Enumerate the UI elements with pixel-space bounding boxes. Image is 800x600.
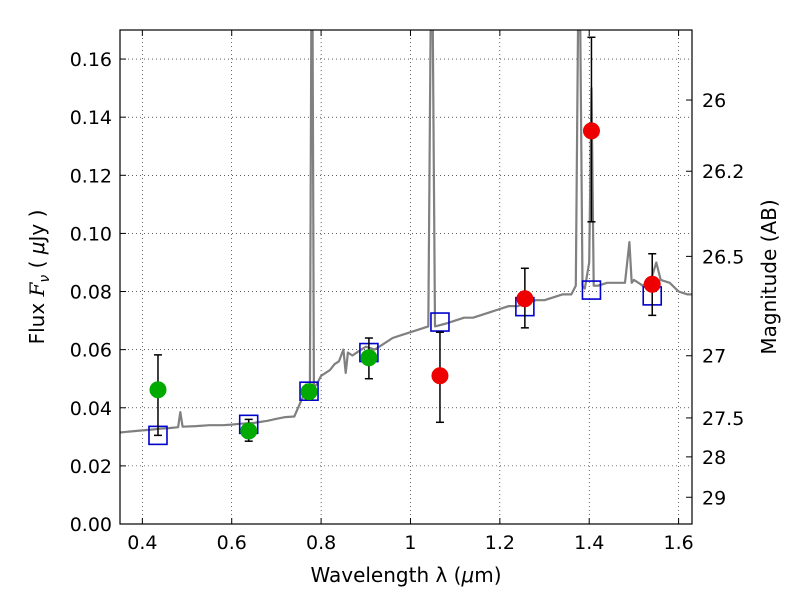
y2-tick-label: 26 [702,90,726,112]
green-data-point [300,383,318,401]
x-tick-label: 1.6 [663,532,693,554]
y-tick-label: 0.08 [70,282,112,304]
red-data-point [516,290,534,308]
y-tick-label: 0.12 [70,165,112,187]
green-data-point [149,381,167,399]
y-tick-label: 0.06 [70,340,112,362]
y2-tick-label: 27 [702,346,726,368]
x-axis-title: Wavelength λ (μm) [310,563,501,587]
y2-tick-label: 26.2 [702,161,744,183]
green-data-point [240,422,258,440]
y2-tick-label: 26.5 [702,246,744,268]
x-tick-label: 0.6 [217,532,247,554]
red-data-point [582,122,600,140]
y2-axis-title: Magnitude (AB) [757,199,781,354]
plot-frame [119,29,693,525]
y-tick-label: 0.14 [70,107,112,129]
y-tick-label: 0.16 [70,49,112,71]
y2-tick-label: 27.5 [702,408,744,430]
x-tick-label: 1 [404,532,416,554]
plot-area [120,30,692,446]
y-tick-label: 0.00 [70,514,112,536]
model-spectrum-line [120,30,692,434]
ticks: 0.4 0.6 0.8 1 1.2 1.4 1.6 0.00 0.02 0.04 0.06 0.08 0… [70,30,744,554]
green-data-point [360,349,378,367]
y-axis-title: Flux Fν ( μJy ) [25,210,53,345]
y-tick-label: 0.02 [70,456,112,478]
x-tick-label: 1.2 [485,532,515,554]
red-data-point [431,367,449,385]
red-data-point [643,275,661,293]
x-tick-label: 0.8 [306,532,336,554]
x-tick-label: 1.4 [574,532,604,554]
x-tick-label: 0.4 [127,532,157,554]
model-box-marker [581,280,602,300]
y2-tick-label: 29 [702,487,726,509]
model-box-marker [430,312,450,332]
y-tick-label: 0.10 [70,223,112,245]
y-tick-label: 0.04 [70,398,112,420]
y2-tick-label: 28 [702,447,726,469]
